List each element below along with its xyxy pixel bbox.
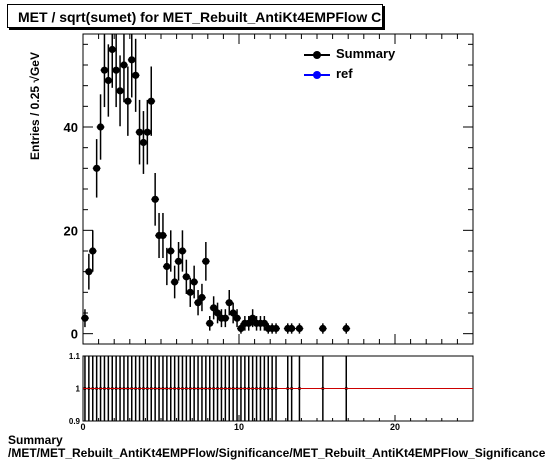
legend-label: ref <box>336 66 353 81</box>
x-tick-label: 10 <box>234 422 244 432</box>
data-point <box>221 314 229 322</box>
data-point <box>319 324 327 333</box>
data-point <box>143 128 151 136</box>
legend-item-ref: ref <box>300 66 420 82</box>
data-point <box>198 293 206 302</box>
legend-label: Summary <box>336 46 396 61</box>
data-point <box>342 324 350 333</box>
data-point <box>178 247 187 255</box>
data-point <box>174 257 183 265</box>
footer-path: /MET/MET_Rebuilt_AntiKt4EMPFlow/Signific… <box>8 446 546 460</box>
legend-item-summary: Summary <box>300 46 420 62</box>
data-point <box>194 299 202 307</box>
y-tick-label: 20 <box>64 223 78 238</box>
chart-title: MET / sqrt(sumet) for MET_Rebuilt_AntiKt… <box>7 4 383 28</box>
footer-summary: Summary <box>8 433 63 447</box>
data-point <box>104 76 112 85</box>
y-tick-label: 0 <box>71 327 78 342</box>
data-point <box>225 299 233 307</box>
data-point <box>120 61 128 69</box>
data-point <box>171 278 179 286</box>
data-point <box>229 309 237 317</box>
y-axis-label: Entries / 0.25 √GeV <box>28 52 42 160</box>
data-point <box>202 257 210 265</box>
ratio-y-tick-label: 1.1 <box>69 352 81 361</box>
data-point <box>249 314 257 322</box>
legend-marker-icon <box>313 71 321 79</box>
data-point <box>147 97 155 105</box>
data-point <box>128 56 136 64</box>
data-point <box>135 128 144 136</box>
data-point <box>167 247 175 255</box>
ratio-y-tick-label: 0.9 <box>69 417 81 426</box>
data-point <box>272 324 280 333</box>
data-point <box>116 87 124 95</box>
data-point <box>245 319 253 327</box>
x-tick-label: 20 <box>390 422 400 432</box>
data-point <box>100 66 109 74</box>
data-point <box>186 288 194 296</box>
data-point <box>213 309 222 317</box>
data-point <box>89 247 97 255</box>
data-point <box>237 324 245 333</box>
data-point <box>182 273 190 281</box>
data-point <box>112 66 120 74</box>
data-point <box>260 319 268 327</box>
legend: Summary ref <box>300 46 420 88</box>
data-point <box>159 231 167 240</box>
data-point <box>151 195 159 203</box>
data-point <box>93 164 101 172</box>
data-point <box>81 314 89 322</box>
y-tick-label: 40 <box>64 120 78 135</box>
data-point <box>206 319 214 327</box>
data-point <box>96 123 105 131</box>
data-point <box>210 304 218 312</box>
data-point <box>295 324 304 333</box>
legend-marker-icon <box>313 51 321 59</box>
data-point <box>132 71 140 79</box>
data-point <box>288 324 296 333</box>
data-point <box>139 138 148 147</box>
data-point <box>124 97 132 105</box>
data-point <box>108 45 116 54</box>
x-tick-label: 0 <box>80 422 85 432</box>
data-point <box>233 314 241 322</box>
ratio-y-tick-label: 1 <box>76 385 81 394</box>
data-point <box>85 268 93 276</box>
data-point <box>190 278 198 286</box>
data-point <box>163 262 171 271</box>
